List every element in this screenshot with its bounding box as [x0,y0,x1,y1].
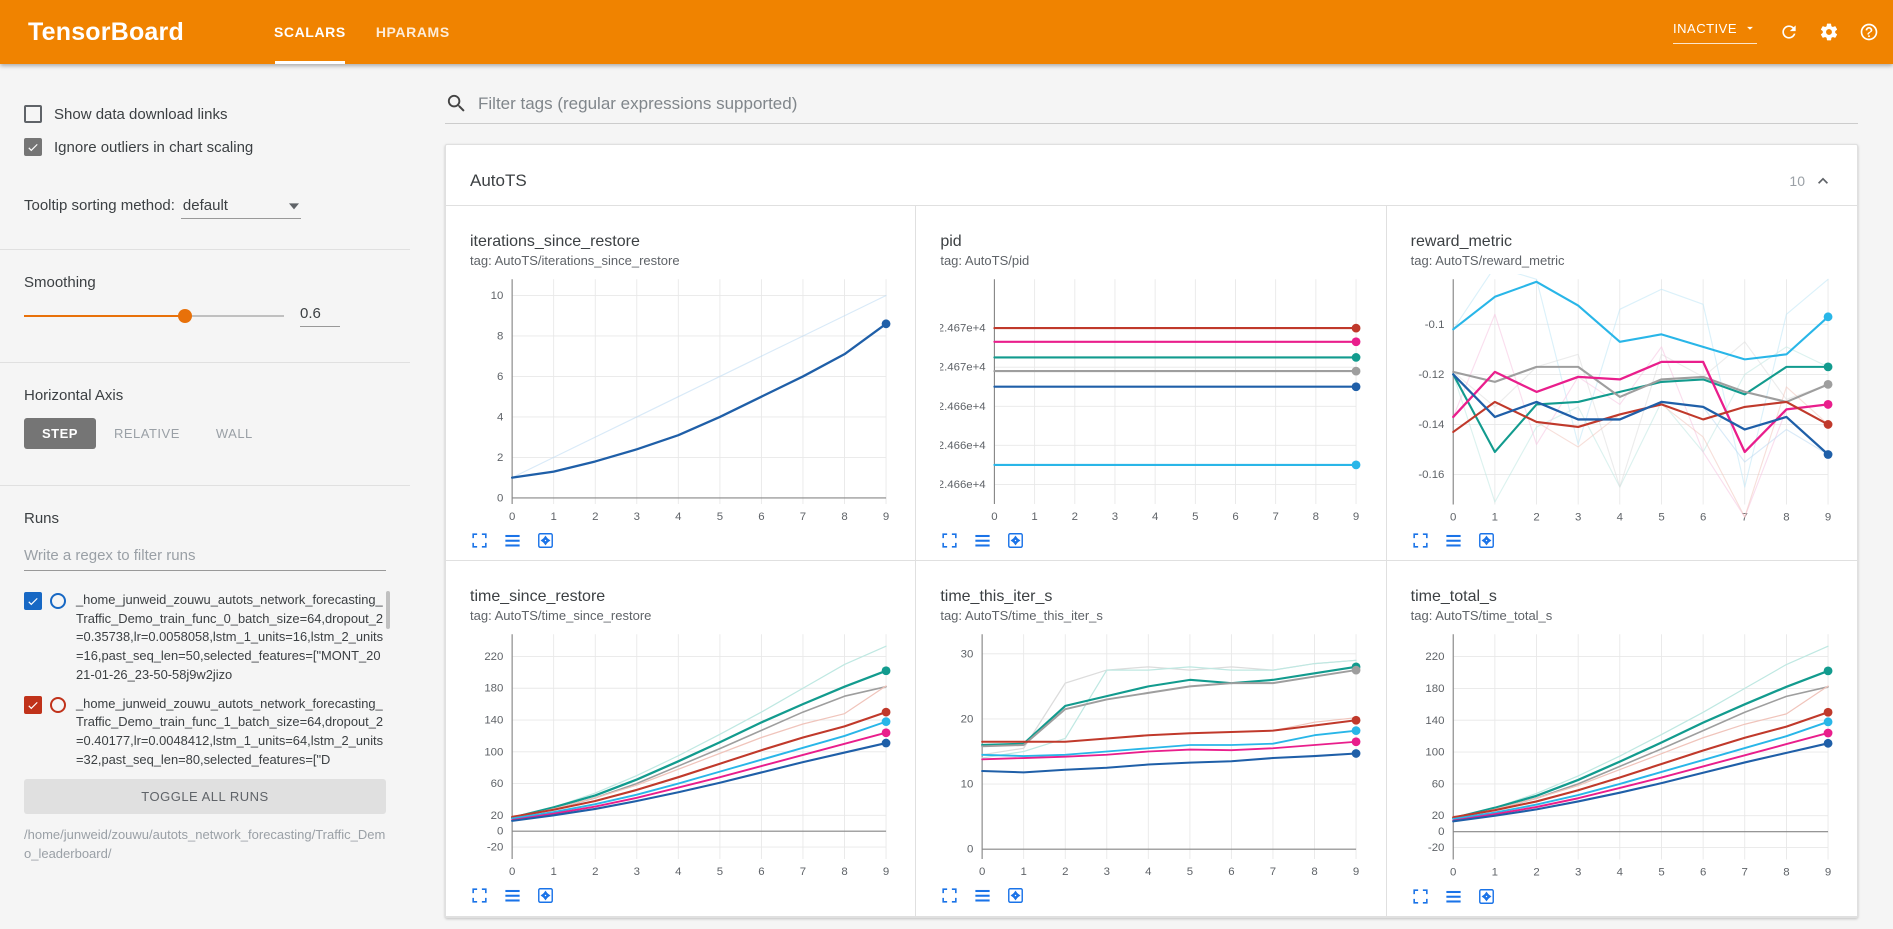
svg-text:7: 7 [1273,511,1279,523]
svg-text:0: 0 [497,826,503,838]
svg-text:20: 20 [1431,811,1444,823]
svg-text:3: 3 [1575,511,1581,523]
svg-text:0: 0 [979,866,985,878]
svg-text:6: 6 [1700,511,1706,523]
svg-text:8: 8 [1313,511,1319,523]
svg-text:8: 8 [1312,866,1318,878]
svg-text:4: 4 [1616,867,1623,879]
svg-text:4: 4 [675,511,682,523]
svg-text:-0.14: -0.14 [1418,419,1445,431]
svg-text:9: 9 [1353,866,1359,878]
svg-text:10: 10 [491,290,504,302]
svg-text:5: 5 [717,866,723,878]
svg-text:2: 2 [1062,866,1068,878]
svg-text:0: 0 [1450,511,1456,523]
svg-text:0: 0 [497,492,503,504]
svg-text:2: 2 [1533,511,1539,523]
svg-text:2.467e+4: 2.467e+4 [940,362,986,374]
svg-text:8: 8 [1783,511,1789,523]
svg-text:8: 8 [841,511,847,523]
svg-text:-20: -20 [487,842,504,854]
svg-text:4: 4 [1616,511,1623,523]
svg-text:60: 60 [491,778,504,790]
svg-text:9: 9 [1825,511,1831,523]
svg-text:1: 1 [550,511,556,523]
svg-text:10: 10 [961,779,974,791]
svg-text:2: 2 [592,866,598,878]
svg-text:1: 1 [1021,866,1027,878]
svg-text:6: 6 [1229,866,1235,878]
svg-text:-0.1: -0.1 [1424,319,1444,331]
svg-text:5: 5 [1658,867,1664,879]
svg-text:9: 9 [883,866,889,878]
svg-text:5: 5 [1658,511,1664,523]
svg-text:100: 100 [484,747,503,759]
svg-text:180: 180 [1425,683,1444,695]
svg-text:2: 2 [592,511,598,523]
svg-text:9: 9 [1825,867,1831,879]
svg-text:100: 100 [1425,747,1444,759]
svg-text:5: 5 [717,511,723,523]
svg-text:0: 0 [509,866,515,878]
svg-text:60: 60 [1431,779,1444,791]
svg-text:2.466e+4: 2.466e+4 [940,401,986,413]
svg-text:30: 30 [961,649,974,661]
svg-text:3: 3 [1575,867,1581,879]
svg-text:20: 20 [961,714,974,726]
svg-text:1: 1 [1491,867,1497,879]
svg-text:2.466e+4: 2.466e+4 [940,440,986,452]
svg-text:4: 4 [1145,866,1152,878]
svg-text:3: 3 [634,511,640,523]
svg-text:0: 0 [509,511,515,523]
svg-text:220: 220 [484,651,503,663]
svg-text:3: 3 [634,866,640,878]
svg-text:0: 0 [1438,827,1444,839]
svg-text:2: 2 [1072,511,1078,523]
svg-text:-0.12: -0.12 [1418,369,1444,381]
svg-text:3: 3 [1112,511,1118,523]
svg-text:8: 8 [841,866,847,878]
svg-text:20: 20 [491,810,504,822]
svg-text:7: 7 [800,511,806,523]
svg-text:4: 4 [497,411,504,423]
svg-text:7: 7 [1741,867,1747,879]
svg-text:1: 1 [550,866,556,878]
svg-text:3: 3 [1104,866,1110,878]
svg-text:5: 5 [1187,866,1193,878]
svg-text:2: 2 [497,452,503,464]
svg-text:6: 6 [758,511,764,523]
svg-text:5: 5 [1192,511,1198,523]
svg-text:9: 9 [883,511,889,523]
svg-text:6: 6 [1700,867,1706,879]
svg-text:0: 0 [992,511,998,523]
svg-text:0: 0 [1450,867,1456,879]
svg-text:4: 4 [675,866,682,878]
svg-text:140: 140 [484,715,503,727]
svg-text:-20: -20 [1428,842,1445,854]
svg-text:8: 8 [497,330,503,342]
svg-text:0: 0 [967,844,973,856]
svg-text:2: 2 [1533,867,1539,879]
svg-text:2.466e+4: 2.466e+4 [940,479,986,491]
svg-text:140: 140 [1425,715,1444,727]
svg-text:180: 180 [484,683,503,695]
svg-text:7: 7 [1270,866,1276,878]
svg-text:2.467e+4: 2.467e+4 [940,323,986,335]
svg-text:9: 9 [1353,511,1359,523]
svg-text:1: 1 [1491,511,1497,523]
svg-text:6: 6 [1233,511,1239,523]
svg-text:6: 6 [497,371,503,383]
svg-text:8: 8 [1783,867,1789,879]
svg-text:6: 6 [758,866,764,878]
svg-text:7: 7 [800,866,806,878]
svg-text:4: 4 [1152,511,1159,523]
svg-text:1: 1 [1032,511,1038,523]
svg-text:220: 220 [1425,651,1444,663]
svg-text:-0.16: -0.16 [1418,469,1444,481]
